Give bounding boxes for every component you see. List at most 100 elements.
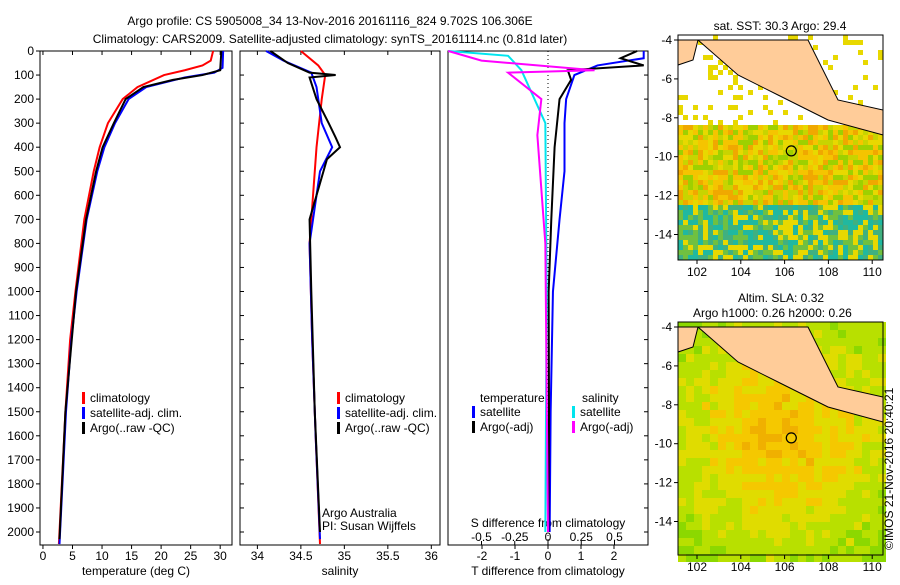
map-cell — [743, 160, 748, 165]
map-cell — [870, 346, 878, 354]
map-cell — [848, 170, 853, 175]
map-cell — [678, 170, 683, 175]
legend-label: Argo(..raw -QC) — [345, 421, 430, 435]
map-cell — [806, 522, 814, 530]
map-cell — [723, 185, 728, 190]
map-cell — [678, 205, 683, 210]
map-cell — [870, 362, 878, 370]
map-cell — [703, 140, 708, 145]
map-cell — [726, 538, 734, 546]
map-cell — [678, 235, 683, 240]
map-cell — [703, 190, 708, 195]
map-cell — [848, 200, 853, 205]
map-cell — [803, 225, 808, 230]
map-cell — [678, 362, 686, 370]
map-cell — [678, 410, 686, 418]
map-cell — [686, 426, 694, 434]
map-cell — [718, 175, 723, 180]
map-cell — [683, 180, 688, 185]
map-cell — [768, 205, 773, 210]
map-cell — [843, 140, 848, 145]
map-cell — [748, 220, 753, 225]
map-cell — [868, 235, 873, 240]
map-cell — [862, 322, 870, 330]
map-cell — [694, 554, 702, 562]
map-cell — [788, 200, 793, 205]
map-cell — [743, 130, 748, 135]
map-cell — [773, 200, 778, 205]
map-cell — [803, 195, 808, 200]
map-cell — [743, 205, 748, 210]
map-cell — [774, 410, 782, 418]
map-cell — [702, 546, 710, 554]
map-cell — [833, 155, 838, 160]
map-cell — [686, 434, 694, 442]
map-cell — [813, 145, 818, 150]
map-cell — [698, 225, 703, 230]
map-cell — [686, 322, 694, 330]
map-cell — [678, 514, 686, 522]
map-cell — [873, 165, 878, 170]
map-cell — [873, 180, 878, 185]
map-cell — [743, 175, 748, 180]
map-cell — [846, 442, 854, 450]
map-cell — [742, 402, 750, 410]
map-cell — [718, 322, 726, 330]
lon-tick-label: 110 — [863, 560, 882, 574]
map-cell — [846, 474, 854, 482]
map-cell — [686, 370, 694, 378]
map-cell — [813, 125, 818, 130]
map-cell — [753, 125, 758, 130]
map-cell — [782, 458, 790, 466]
map-cell — [710, 442, 718, 450]
map-cell — [742, 410, 750, 418]
lat-tick-label: -10 — [655, 150, 673, 164]
map-cell — [718, 450, 726, 458]
map-cell — [793, 165, 798, 170]
map-cell — [686, 546, 694, 554]
map-cell — [728, 225, 733, 230]
map-cell — [713, 230, 718, 235]
map-cell — [863, 140, 868, 145]
legend-label: satellite — [580, 405, 621, 419]
map-cell — [814, 514, 822, 522]
map-cell — [848, 145, 853, 150]
map-cell — [703, 145, 708, 150]
map-cell — [708, 195, 713, 200]
map-cell — [734, 386, 742, 394]
map-cell — [768, 155, 773, 160]
map-cell — [846, 522, 854, 530]
map-cell — [708, 150, 713, 155]
map-cell — [688, 250, 693, 255]
map-cell — [694, 354, 702, 362]
map-cell — [822, 322, 830, 330]
map-cell — [678, 490, 686, 498]
map-cell — [718, 200, 723, 205]
map-cell — [783, 125, 788, 130]
x-tick-label: 15 — [125, 549, 139, 563]
map-cell — [686, 442, 694, 450]
map-cell — [828, 255, 833, 260]
map-cell — [848, 185, 853, 190]
map-cell — [683, 245, 688, 250]
y-tick-label: 100 — [14, 68, 34, 82]
map-cell — [843, 160, 848, 165]
map-cell — [830, 434, 838, 442]
map-cell — [878, 354, 886, 362]
map-cell — [808, 160, 813, 165]
map-cell — [773, 130, 778, 135]
series-line-argo-raw-qc- — [58, 50, 223, 540]
map-cell — [870, 338, 878, 346]
map-cell — [793, 180, 798, 185]
map-cell — [798, 215, 803, 220]
map-cell — [708, 210, 713, 215]
map-cell — [813, 230, 818, 235]
map-cell — [708, 250, 713, 255]
map-cell — [698, 230, 703, 235]
map-cell — [878, 538, 886, 546]
map-cell — [686, 466, 694, 474]
map-cell — [743, 200, 748, 205]
map-cell — [726, 530, 734, 538]
map-cell — [838, 185, 843, 190]
annotation-text: PI: Susan Wijffels — [322, 519, 416, 533]
